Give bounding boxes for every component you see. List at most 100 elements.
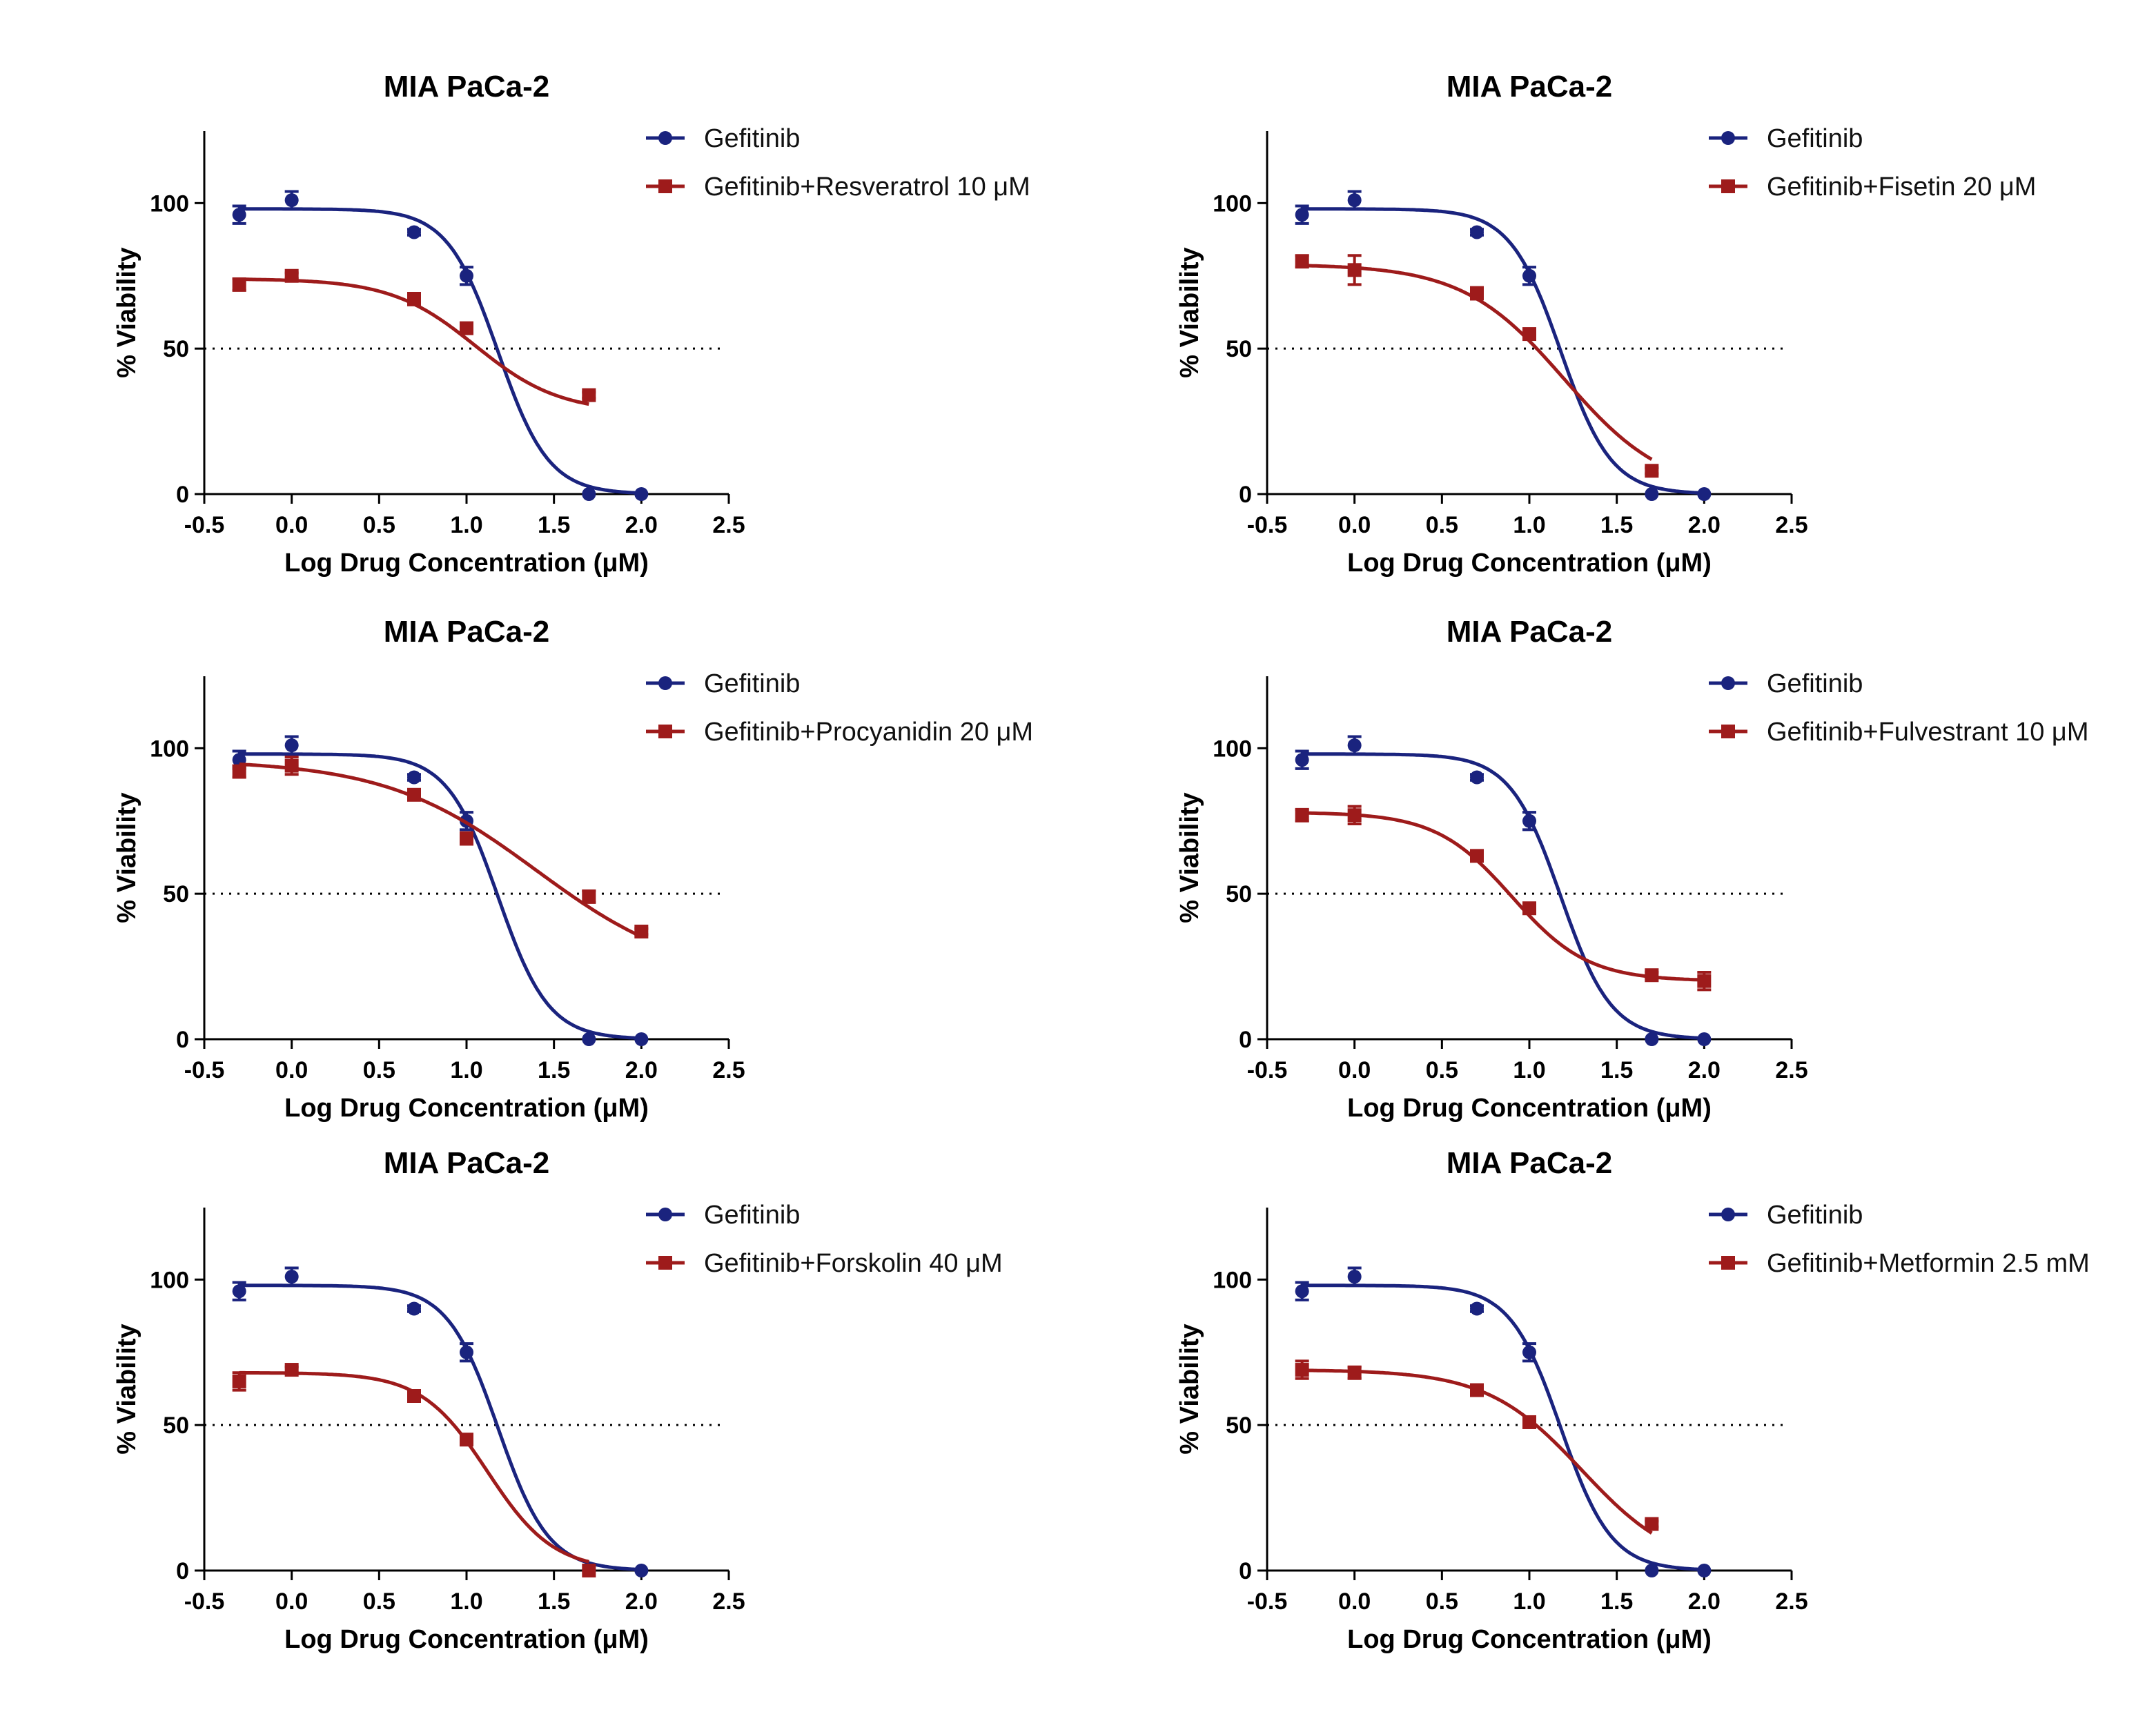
x-tick-label: 1.5 xyxy=(538,1588,570,1615)
legend-label: Gefitinib xyxy=(1767,1201,1863,1230)
x-tick-label: 1.0 xyxy=(450,1057,482,1083)
chart-panel-2: MIA PaCa-2 0 50 100 -0.5 0.0 0.5 1.0 1.5 2.0 2.5 Lo… xyxy=(1175,70,2036,578)
legend-label: Gefitinib+Metformin 2.5 mM xyxy=(1767,1249,2090,1278)
data-point-circle xyxy=(284,738,299,753)
chart-title: MIA PaCa-2 xyxy=(384,70,549,104)
data-point-square xyxy=(1295,1363,1309,1377)
data-point-square xyxy=(407,292,421,306)
chart-title: MIA PaCa-2 xyxy=(384,615,549,649)
x-tick-label: -0.5 xyxy=(184,1588,225,1615)
data-point-square xyxy=(1347,808,1362,823)
x-tick-label: 2.0 xyxy=(625,1057,658,1083)
x-axis-label: Log Drug Concentration (μM) xyxy=(284,1625,649,1654)
data-point-square xyxy=(1470,286,1484,301)
fit-curve xyxy=(1302,752,1705,1041)
x-tick-label: 1.0 xyxy=(1513,512,1545,538)
x-axis-label: Log Drug Concentration (μM) xyxy=(1347,1094,1712,1123)
series-gefitinib xyxy=(1295,735,1712,1046)
legend-label: Gefitinib xyxy=(1767,124,1863,153)
x-axis-label: Log Drug Concentration (μM) xyxy=(1347,1625,1712,1654)
data-point-square xyxy=(1522,327,1536,342)
y-tick-label: 50 xyxy=(163,1413,189,1439)
legend-label: Gefitinib xyxy=(1767,669,1863,698)
chart-panel-6: MIA PaCa-2 0 50 100 -0.5 0.0 0.5 1.0 1.5 2.0 2.5 Lo… xyxy=(1175,1146,2090,1654)
y-tick-label: 100 xyxy=(1213,736,1252,762)
legend-label: Gefitinib xyxy=(704,669,800,698)
data-point-square xyxy=(407,787,421,802)
x-tick-label: 2.0 xyxy=(625,1588,658,1615)
x-tick-label: -0.5 xyxy=(184,512,225,538)
data-point-square xyxy=(407,1389,421,1403)
data-point-square xyxy=(1522,901,1536,916)
data-point-circle xyxy=(1645,1032,1659,1046)
x-tick-label: 0.5 xyxy=(363,1057,395,1083)
y-tick-label: 50 xyxy=(1226,336,1252,362)
data-point-square xyxy=(460,321,473,335)
series-combination xyxy=(1295,1359,1659,1535)
legend-marker-circle xyxy=(658,131,672,145)
x-tick-label: 1.5 xyxy=(538,1057,570,1083)
legend-marker-square xyxy=(658,725,672,738)
x-tick-label: 2.0 xyxy=(1688,1057,1721,1083)
fit-curve xyxy=(1302,207,1705,495)
y-tick-label: 100 xyxy=(150,1267,189,1293)
x-axis-label: Log Drug Concentration (μM) xyxy=(1347,549,1712,578)
chart-title: MIA PaCa-2 xyxy=(1447,70,1612,104)
x-tick-label: -0.5 xyxy=(1247,1057,1288,1083)
y-tick-label: 100 xyxy=(1213,190,1252,217)
y-tick-label: 50 xyxy=(1226,881,1252,907)
series-combination xyxy=(232,1363,596,1577)
x-tick-label: 2.5 xyxy=(1775,1588,1807,1615)
data-point-circle xyxy=(1522,268,1536,283)
data-point-square xyxy=(460,832,473,846)
fit-curve xyxy=(1302,1283,1705,1572)
series-gefitinib xyxy=(1295,190,1712,501)
x-tick-label: 0.0 xyxy=(1338,1588,1371,1615)
legend-label: Gefitinib+Procyanidin 20 μM xyxy=(704,718,1033,747)
x-axis-label: Log Drug Concentration (μM) xyxy=(284,549,649,578)
data-point-circle xyxy=(634,1564,649,1577)
series-combination xyxy=(232,755,649,938)
data-point-square xyxy=(1522,1415,1536,1429)
data-point-square xyxy=(1295,808,1309,823)
data-point-circle xyxy=(1295,753,1309,767)
fit-curve xyxy=(1302,811,1705,982)
series-gefitinib xyxy=(232,1266,649,1577)
legend-marker-square xyxy=(658,179,672,193)
data-point-square xyxy=(582,889,596,904)
data-point-circle xyxy=(1295,1284,1309,1299)
data-point-square xyxy=(284,1363,299,1377)
data-point-square xyxy=(582,1564,596,1577)
legend-entry: Gefitinib xyxy=(646,669,800,698)
legend-marker-circle xyxy=(658,1208,672,1221)
legend-entry: Gefitinib+Resveratrol 10 μM xyxy=(646,173,1030,201)
x-tick-label: 1.5 xyxy=(1600,1057,1633,1083)
data-point-circle xyxy=(634,487,649,501)
legend-marker-circle xyxy=(658,676,672,690)
data-point-circle xyxy=(1347,193,1362,208)
legend-entry: Gefitinib+Procyanidin 20 μM xyxy=(646,718,1033,747)
data-point-circle xyxy=(1697,1032,1712,1046)
x-axis-label: Log Drug Concentration (μM) xyxy=(284,1094,649,1123)
data-point-circle xyxy=(407,770,421,785)
data-point-circle xyxy=(460,1345,473,1359)
data-point-circle xyxy=(1522,814,1536,828)
data-point-square xyxy=(1470,1383,1484,1397)
x-tick-label: 0.0 xyxy=(1338,512,1371,538)
y-tick-label: 0 xyxy=(176,1558,189,1584)
y-tick-label: 50 xyxy=(163,336,189,362)
y-tick-label: 0 xyxy=(176,1027,189,1053)
data-point-circle xyxy=(1645,1564,1659,1577)
x-tick-label: -0.5 xyxy=(1247,1588,1288,1615)
data-point-circle xyxy=(232,208,246,222)
y-tick-label: 0 xyxy=(176,482,189,508)
legend-marker-circle xyxy=(1721,1208,1735,1221)
x-tick-label: 0.0 xyxy=(275,1057,308,1083)
x-tick-label: 0.5 xyxy=(363,1588,395,1615)
x-tick-label: 0.0 xyxy=(1338,1057,1371,1083)
chart-title: MIA PaCa-2 xyxy=(1447,1146,1612,1180)
legend-marker-circle xyxy=(1721,131,1735,145)
data-point-circle xyxy=(1522,1345,1536,1359)
y-tick-label: 50 xyxy=(1226,1413,1252,1439)
series-combination xyxy=(232,268,596,406)
